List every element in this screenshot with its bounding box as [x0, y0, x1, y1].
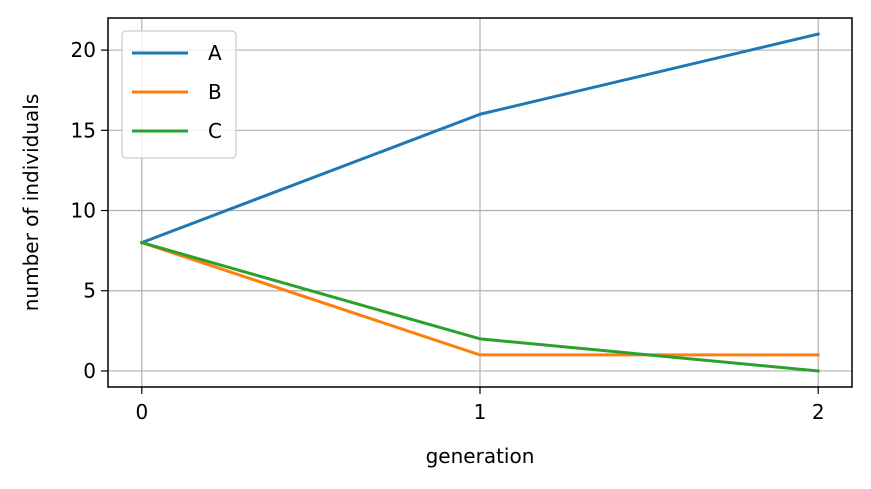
y-tick-label: 20: [71, 38, 96, 62]
legend-label-b: B: [208, 80, 222, 104]
y-axis-label: number of individuals: [19, 94, 43, 312]
legend-label-c: C: [208, 119, 222, 143]
series-lines: [139, 32, 820, 373]
y-tick-label: 0: [83, 359, 96, 383]
x-axis: 0 1 2: [135, 387, 825, 424]
x-tick-label: 2: [812, 400, 825, 424]
x-tick-label: 1: [474, 400, 487, 424]
x-tick-label: 0: [135, 400, 148, 424]
y-tick-label: 10: [71, 199, 96, 223]
series-line-a: [139, 32, 820, 245]
legend: ABC: [121, 30, 237, 159]
y-tick-label: 5: [83, 279, 96, 303]
legend-box: [121, 30, 237, 159]
y-axis: 0 5 10 15 20: [71, 38, 108, 383]
legend-label-a: A: [208, 41, 222, 65]
x-axis-label: generation: [426, 444, 535, 468]
series-line-c: [139, 240, 820, 373]
y-tick-label: 15: [71, 118, 96, 142]
series-line-b: [139, 240, 820, 357]
